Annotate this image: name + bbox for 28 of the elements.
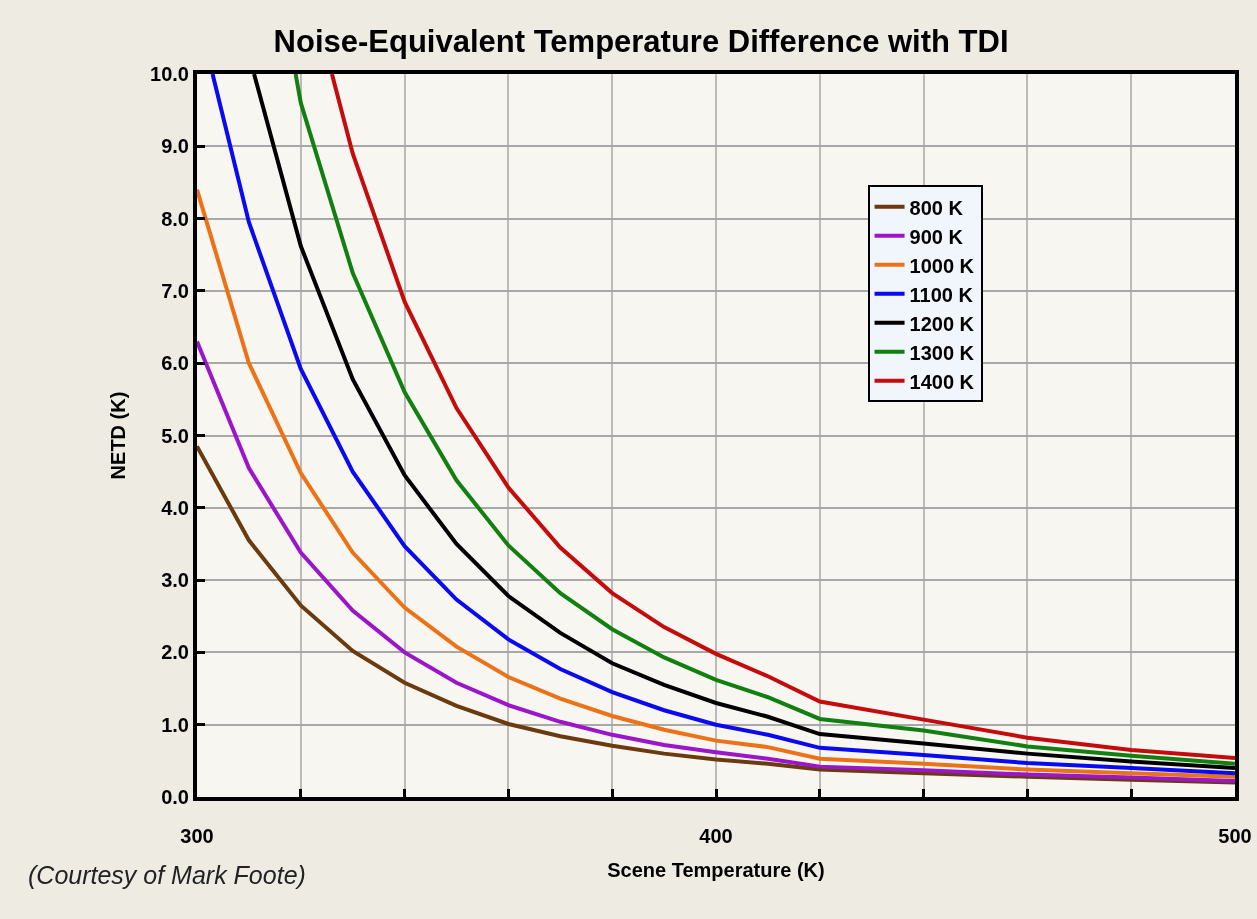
x-tick-label: 500 <box>1218 825 1252 847</box>
y-tick-label: 2.0 <box>161 641 189 664</box>
legend-label: 1300 K <box>909 341 975 364</box>
line-series <box>197 339 1235 784</box>
y-tick-label: 0.0 <box>161 786 189 808</box>
legend-label: 1400 K <box>909 370 975 393</box>
legend-label: 1000 K <box>909 254 975 277</box>
legend-label: 1100 K <box>909 283 974 306</box>
y-tick-label: 5.0 <box>161 424 189 447</box>
x-tick-label: 300 <box>180 825 214 847</box>
y-tick-label: 10.0 <box>150 63 189 85</box>
legend-label: 800 K <box>909 196 964 219</box>
x-axis-title: Scene Temperature (K) <box>607 859 825 881</box>
y-axis-title: NETD (K) <box>107 391 130 480</box>
legend-label: 1200 K <box>909 312 975 335</box>
legend-label: 900 K <box>909 225 964 248</box>
y-tick-label: 8.0 <box>161 207 189 230</box>
chart-title: Noise-Equivalent Temperature Difference with TDI <box>273 24 1009 60</box>
y-tick-label: 6.0 <box>161 352 189 375</box>
y-tick-label: 3.0 <box>161 569 189 592</box>
y-tick-label: 4.0 <box>161 496 189 519</box>
y-tick-label: 1.0 <box>161 713 189 736</box>
text: (Courtesy of Mark Foote) <box>28 861 306 889</box>
y-tick-label: 7.0 <box>161 279 189 302</box>
x-tick-label: 400 <box>699 825 733 847</box>
line-series <box>197 187 1235 779</box>
line-series <box>197 444 1235 785</box>
y-tick-label: 9.0 <box>161 135 189 158</box>
